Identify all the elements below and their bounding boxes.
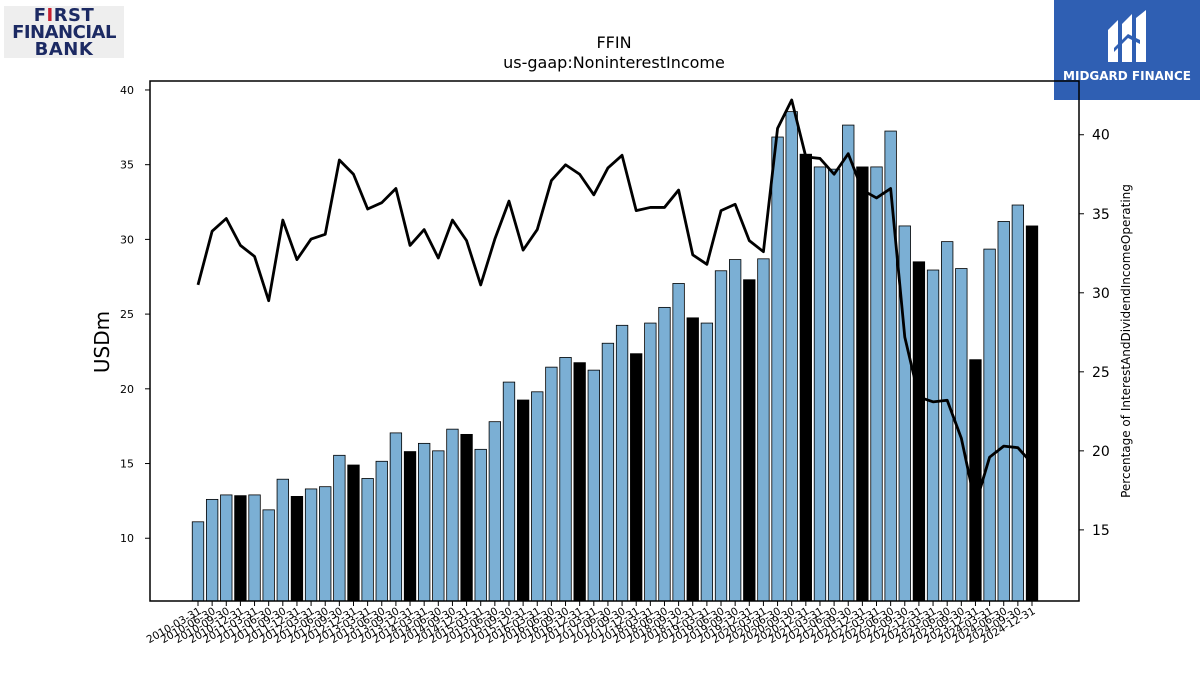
y-axis: 10 15 20 25 30 35 40: [120, 84, 150, 545]
bar-2024-06-30: [997, 221, 1010, 602]
bar-2020-12-31: [799, 153, 812, 602]
bar-2018-06-30: [658, 306, 671, 602]
bar-2014-09-30: [446, 428, 459, 602]
bar-2013-12-31: [403, 451, 417, 602]
bar-2016-03-31: [531, 391, 544, 602]
bar-2010-03-31: [191, 521, 205, 602]
bar-2014-12-31: [460, 433, 473, 602]
y2-tick-label-30: 30: [1092, 286, 1110, 302]
bar-series: [191, 111, 1039, 602]
bar-2015-12-31: [516, 399, 530, 602]
midgard-finance-logo: MIDGARD FINANCE: [1054, 0, 1200, 100]
ratio-line-series: [196, 98, 1034, 506]
bar-2015-03-31: [474, 448, 487, 602]
y2-tick-label-35: 35: [1092, 207, 1110, 223]
bar-2018-03-31: [644, 322, 657, 602]
bar-2024-12-31: [1025, 225, 1039, 602]
bar-2013-03-31: [361, 478, 374, 602]
bar-2022-03-31: [870, 166, 883, 602]
x-axis: 2010-03-312010-06-302010-09-302010-12-31…: [145, 601, 1038, 646]
bar-2021-09-30: [842, 124, 855, 602]
bar-2013-09-30: [389, 432, 403, 602]
bar-2010-09-30: [220, 494, 233, 602]
bar-2011-12-31: [290, 495, 304, 602]
bar-2019-12-31: [743, 279, 756, 602]
y-tick-label-20: 20: [120, 383, 134, 396]
bar-2014-06-30: [432, 450, 445, 602]
y2-tick-label-40: 40: [1092, 128, 1110, 144]
bar-2012-09-30: [333, 454, 346, 602]
y2-tick-label-25: 25: [1092, 365, 1110, 381]
y-tick-label-25: 25: [120, 308, 134, 321]
chart-subtitle: us-gaap:NoninterestIncome: [503, 53, 725, 72]
bar-2015-06-30: [488, 421, 502, 602]
y-tick-label-15: 15: [120, 458, 134, 471]
y2-tick-label-20: 20: [1092, 444, 1110, 460]
bar-2019-09-30: [729, 259, 742, 602]
bar-2017-09-30: [615, 324, 629, 602]
midgard-mark-icon: [1108, 10, 1146, 62]
bar-2023-03-31: [926, 269, 940, 602]
bar-2021-06-30: [827, 168, 841, 602]
plot-frame: [149, 80, 1080, 602]
y-tick-label-40: 40: [120, 84, 134, 97]
bar-2012-12-31: [347, 464, 360, 602]
ratio-line: [196, 98, 1034, 506]
midgard-finance-text: MIDGARD FINANCE: [1063, 69, 1191, 83]
bar-2021-12-31: [856, 166, 869, 602]
bar-2011-06-30: [262, 509, 275, 602]
bar-2019-06-30: [714, 270, 728, 602]
bar-2016-12-31: [573, 362, 586, 602]
bar-2015-09-30: [502, 381, 516, 602]
chart-title: FFIN: [596, 33, 632, 52]
bar-2019-03-31: [700, 322, 714, 602]
bar-2012-03-31: [304, 488, 318, 602]
bar-2016-09-30: [559, 357, 572, 602]
bar-2011-09-30: [276, 478, 289, 602]
bar-2021-03-31: [813, 166, 827, 602]
bar-2017-03-31: [587, 369, 600, 602]
bar-2022-12-31: [912, 261, 926, 602]
bar-2016-06-30: [545, 366, 558, 602]
bar-2020-03-31: [757, 258, 770, 602]
bar-2023-06-30: [941, 241, 954, 602]
y-tick-label-30: 30: [120, 233, 134, 246]
bar-2010-12-31: [234, 495, 247, 602]
bar-2020-09-30: [785, 111, 798, 602]
bar-2013-06-30: [375, 460, 388, 602]
bar-2012-06-30: [319, 486, 332, 602]
bar-2017-12-31: [630, 353, 643, 602]
bar-2024-03-31: [983, 248, 996, 602]
first-financial-bank-logo: FIRST FINANCIAL BANK: [4, 6, 124, 59]
bar-2018-09-30: [672, 283, 685, 602]
bar-2024-09-30: [1011, 204, 1025, 602]
bar-2010-06-30: [205, 498, 219, 602]
y-tick-label-35: 35: [120, 159, 134, 172]
bar-2011-03-31: [248, 494, 261, 602]
bar-2018-12-31: [686, 317, 699, 602]
bar-2014-03-31: [418, 442, 431, 602]
bar-2017-06-30: [601, 342, 615, 602]
y2-axis: 15 20 25 30 35 40: [1079, 128, 1110, 539]
y-tick-label-10: 10: [120, 532, 134, 545]
bar-2020-06-30: [771, 136, 784, 602]
y2-tick-label-15: 15: [1092, 523, 1110, 539]
